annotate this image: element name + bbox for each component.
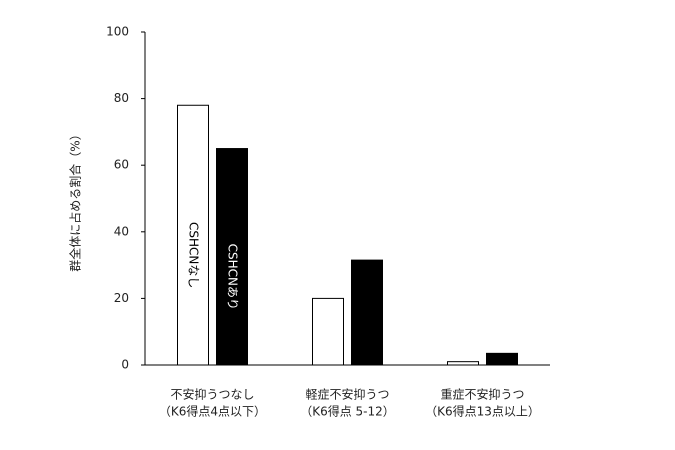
x-tick-label: 軽症不安抑うつ	[305, 387, 389, 402]
bar	[486, 352, 518, 366]
y-tick-label: 60	[114, 158, 129, 172]
bar	[351, 259, 383, 366]
y-tick-label: 0	[121, 358, 129, 372]
legend-label: CSHCNあり	[226, 244, 240, 310]
bar	[447, 361, 479, 366]
y-axis-label: 群全体に占める割合（%）	[68, 128, 83, 271]
x-tick-label: （K6得点 5-12）	[300, 404, 395, 419]
y-tick-label: 80	[114, 91, 129, 105]
bar	[177, 104, 209, 366]
x-tick-label: 重症不安抑うつ	[440, 387, 524, 402]
y-tick-label: 100	[106, 25, 129, 39]
bar	[216, 148, 248, 366]
legend-label: CSHCNなし	[187, 222, 201, 288]
x-tick-label: 不安抑うつなし	[170, 387, 254, 402]
x-tick-label: （K6得点4点以下）	[159, 404, 266, 419]
y-tick-label: 20	[114, 291, 129, 305]
y-tick-label: 40	[114, 224, 129, 238]
x-tick-label: （K6得点13点以上）	[425, 404, 540, 419]
bar	[312, 297, 344, 366]
